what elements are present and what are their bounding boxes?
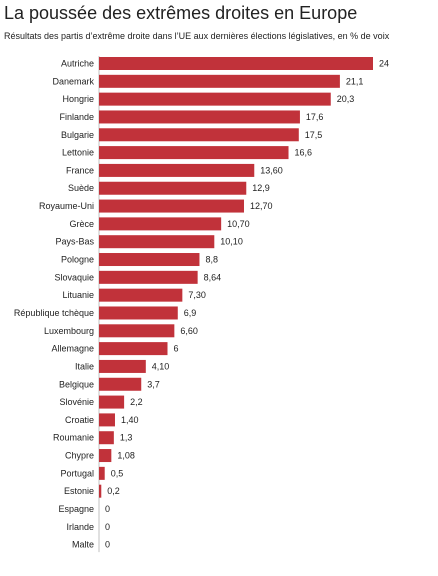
category-label: Slovénie bbox=[59, 397, 94, 407]
category-label: Royaume-Uni bbox=[39, 201, 94, 211]
bar bbox=[99, 449, 112, 463]
category-label: Lituanie bbox=[62, 290, 94, 300]
bar bbox=[99, 235, 215, 249]
value-label: 17,6 bbox=[306, 112, 324, 122]
value-label: 17,5 bbox=[305, 130, 323, 140]
value-label: 16,6 bbox=[295, 148, 313, 158]
bar bbox=[99, 128, 299, 142]
category-label: Grèce bbox=[69, 219, 94, 229]
value-label: 6,9 bbox=[184, 308, 197, 318]
value-label: 8,8 bbox=[205, 255, 218, 265]
category-label: Italie bbox=[75, 361, 94, 371]
bar bbox=[99, 342, 168, 356]
chart-title: La poussée des extrêmes droites en Europ… bbox=[4, 3, 358, 23]
category-label: Autriche bbox=[61, 59, 94, 69]
category-label: Pays-Bas bbox=[55, 237, 94, 247]
value-label: 6,60 bbox=[180, 326, 198, 336]
value-label: 0 bbox=[105, 540, 110, 550]
category-label: Portugal bbox=[60, 468, 94, 478]
category-label: Irlande bbox=[66, 522, 94, 532]
category-label: Lettonie bbox=[62, 148, 94, 158]
bar bbox=[99, 324, 175, 338]
category-label: Slovaquie bbox=[54, 272, 94, 282]
category-label: Suède bbox=[68, 183, 94, 193]
bar bbox=[99, 74, 340, 88]
category-label: Chypre bbox=[65, 451, 94, 461]
bar bbox=[99, 377, 142, 391]
value-labels: 24 21,1 20,3 17,6 17,5 16,6 13,60 12,9 12,7010,7… bbox=[105, 59, 389, 550]
bar bbox=[99, 270, 198, 284]
category-label: Croatie bbox=[65, 415, 94, 425]
bars bbox=[99, 57, 373, 498]
value-label: 1,40 bbox=[121, 415, 139, 425]
value-label: 13,60 bbox=[260, 165, 283, 175]
category-label: Bulgarie bbox=[61, 130, 94, 140]
value-label: 10,10 bbox=[220, 237, 243, 247]
bar bbox=[99, 181, 247, 195]
category-label: France bbox=[66, 165, 94, 175]
category-label: Danemark bbox=[52, 76, 94, 86]
value-label: 2,2 bbox=[130, 397, 143, 407]
chart-subtitle: Résultats des partis d’extrême droite da… bbox=[4, 31, 390, 41]
category-label: Estonie bbox=[64, 486, 94, 496]
value-label: 6 bbox=[174, 344, 179, 354]
value-label: 12,9 bbox=[252, 183, 270, 193]
category-label: Luxembourg bbox=[44, 326, 94, 336]
bar bbox=[99, 92, 331, 106]
value-label: 0 bbox=[105, 522, 110, 532]
value-label: 8,64 bbox=[204, 272, 222, 282]
value-label: 0,5 bbox=[111, 468, 124, 478]
value-label: 7,30 bbox=[188, 290, 206, 300]
value-label: 21,1 bbox=[346, 76, 364, 86]
bar bbox=[99, 163, 255, 177]
value-label: 12,70 bbox=[250, 201, 273, 211]
value-label: 10,70 bbox=[227, 219, 250, 229]
bar bbox=[99, 359, 146, 373]
bar bbox=[99, 413, 115, 427]
category-label: Allemagne bbox=[51, 344, 94, 354]
category-label: Hongrie bbox=[62, 94, 94, 104]
value-label: 20,3 bbox=[337, 94, 355, 104]
bar bbox=[99, 288, 183, 302]
bar bbox=[99, 253, 200, 267]
bar bbox=[99, 395, 125, 409]
value-label: 0 bbox=[105, 504, 110, 514]
bar bbox=[99, 146, 289, 160]
bar bbox=[99, 306, 178, 320]
value-label: 0,2 bbox=[107, 486, 120, 496]
bar bbox=[99, 431, 114, 445]
category-label: Finlande bbox=[59, 112, 94, 122]
value-label: 24 bbox=[379, 59, 389, 69]
value-label: 1,3 bbox=[120, 433, 133, 443]
bar bbox=[99, 199, 244, 213]
category-label: Malte bbox=[72, 540, 94, 550]
category-label: Pologne bbox=[61, 255, 94, 265]
bar bbox=[99, 110, 300, 124]
bar bbox=[99, 57, 373, 70]
bar bbox=[99, 466, 105, 480]
value-label: 3,7 bbox=[147, 379, 160, 389]
category-label: République tchèque bbox=[14, 308, 94, 318]
category-labels: Autriche Danemark Hongrie Finlande Bulgarie L… bbox=[14, 59, 95, 550]
category-label: Belgique bbox=[59, 379, 94, 389]
value-label: 1,08 bbox=[117, 451, 135, 461]
bar bbox=[99, 484, 102, 498]
bar bbox=[99, 217, 222, 231]
category-label: Roumanie bbox=[53, 433, 94, 443]
value-label: 4,10 bbox=[152, 361, 170, 371]
category-label: Espagne bbox=[58, 504, 94, 514]
